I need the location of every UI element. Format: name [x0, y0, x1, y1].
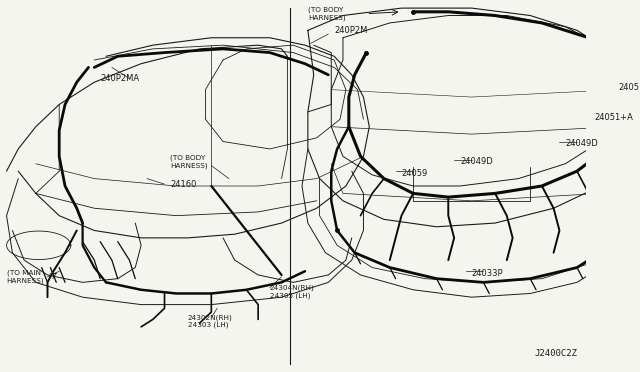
Text: 24302N(RH)
24303 (LH): 24302N(RH) 24303 (LH): [188, 314, 233, 328]
Text: 240P2MA: 240P2MA: [100, 74, 140, 83]
Text: 24051: 24051: [618, 83, 640, 92]
Text: 24059: 24059: [401, 169, 428, 177]
Text: 240P2M: 240P2M: [334, 26, 367, 35]
Text: J2400C2Z: J2400C2Z: [534, 349, 577, 358]
Text: 24049D: 24049D: [460, 157, 493, 166]
Text: 24304N(RH)
24305 (LH): 24304N(RH) 24305 (LH): [270, 285, 315, 299]
Text: (TO BODY
HARNESS): (TO BODY HARNESS): [170, 155, 208, 169]
Text: 24049D: 24049D: [565, 139, 598, 148]
Text: (TO MAIN
HARNESS): (TO MAIN HARNESS): [6, 270, 44, 284]
Text: 24033P: 24033P: [472, 269, 503, 278]
Text: (TO BODY
HARNESS): (TO BODY HARNESS): [308, 7, 346, 21]
Text: 24051+A: 24051+A: [595, 113, 634, 122]
Text: 24160: 24160: [170, 180, 196, 189]
